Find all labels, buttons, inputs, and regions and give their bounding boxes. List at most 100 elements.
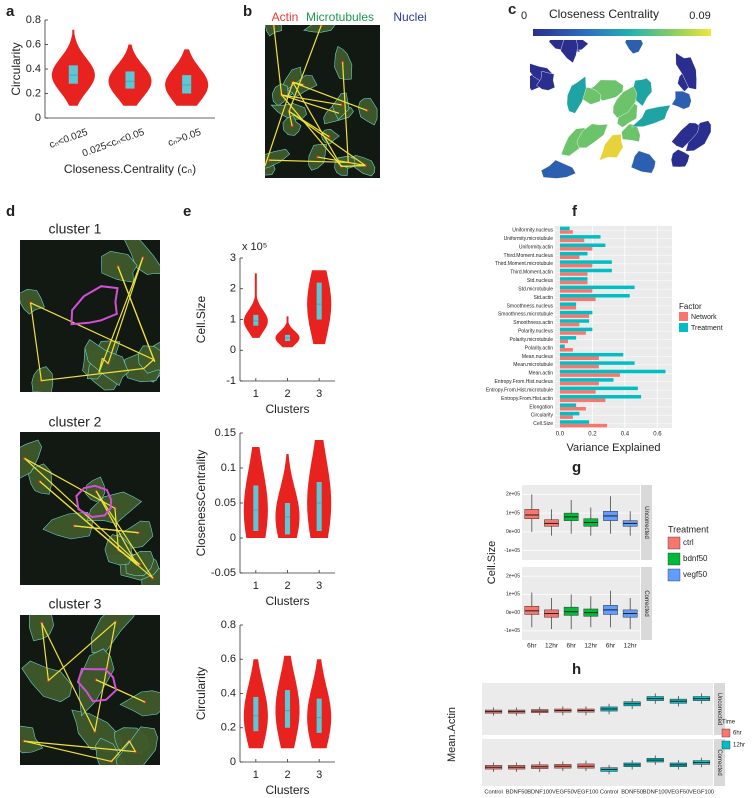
bar <box>559 411 580 416</box>
x-tick-label: VEGF50 <box>667 790 689 796</box>
network-edge <box>114 508 120 551</box>
x-tick-label: BDNF50 <box>506 790 528 796</box>
network-edge <box>98 257 144 374</box>
network-edge <box>273 25 283 96</box>
bar <box>559 364 599 369</box>
network-edge <box>143 359 155 369</box>
y-tick-label: 1e+05 <box>506 592 520 598</box>
cell <box>566 75 587 114</box>
x-tick-label: 3 <box>316 769 322 781</box>
legend-title: Factor <box>679 302 702 311</box>
cell <box>671 90 692 110</box>
box <box>68 65 78 84</box>
box <box>316 482 322 531</box>
facet-label: Uncorrected <box>643 506 649 539</box>
bar <box>559 314 590 318</box>
x-tick-label: Control <box>600 790 618 796</box>
bar <box>559 327 593 332</box>
channel-label: Microtubules <box>306 10 374 24</box>
network-edge <box>117 266 156 362</box>
bar <box>559 280 588 285</box>
cell <box>78 648 115 717</box>
y-tick-label: 0.05 <box>215 497 236 509</box>
y-tick-label: 0.6 <box>221 653 236 665</box>
legend-swatch <box>667 536 681 550</box>
x-tick-label: 12hr <box>624 643 638 650</box>
cell <box>671 122 700 149</box>
network-edge <box>41 367 144 382</box>
y-tick-label: Std.nucleus <box>527 278 554 284</box>
y-tick-label: Circularity <box>531 413 554 419</box>
x-tick-label: 2 <box>284 769 290 781</box>
network-edge <box>101 357 109 364</box>
y-tick-label: Entropy.From.Hist.nucleus <box>494 379 553 385</box>
y-axis-label: Cell.Size <box>194 296 208 344</box>
facet-strip <box>641 567 652 640</box>
bar <box>559 403 577 407</box>
panel-label: g <box>572 459 581 476</box>
image-title: cluster 3 <box>49 596 102 612</box>
bar <box>559 361 635 365</box>
y-tick-label: Entropy.From.Hist.microtubule <box>486 387 553 393</box>
y-tick-label: Smoothness.actin <box>513 320 553 326</box>
x-tick-label: VEGF100 <box>689 790 714 796</box>
bar <box>559 255 580 259</box>
cell <box>612 85 637 119</box>
bar <box>559 386 638 391</box>
network-edge <box>110 740 130 762</box>
bar <box>559 297 596 302</box>
box <box>524 509 540 519</box>
network-edge <box>107 257 144 364</box>
x-axis-label: Variance Explained <box>567 442 661 454</box>
y-tick-label: Cell.Size <box>533 421 553 427</box>
cell <box>265 148 291 169</box>
y-tick-label: Third.Moment.actin <box>510 270 553 276</box>
bar <box>559 230 573 234</box>
nucleus <box>136 531 140 535</box>
network-edge <box>341 164 366 168</box>
y-tick-label: 2e+05 <box>506 492 520 498</box>
channel-label: Nuclei <box>393 10 426 24</box>
bar <box>559 263 593 268</box>
axis-multiplier: x 10⁵ <box>242 241 267 253</box>
panel-label: h <box>572 661 581 678</box>
y-tick-label: 0.2 <box>221 722 236 734</box>
x-tick-label: BDNF100 <box>643 790 668 796</box>
x-tick-label: BDNF100 <box>527 790 552 796</box>
x-tick-label: 6hr <box>606 643 616 650</box>
bar <box>559 226 570 231</box>
y-tick-label: Smoothness.nucleus <box>507 303 554 309</box>
y-tick-label: -0.05 <box>211 567 236 579</box>
cell <box>115 726 158 765</box>
y-tick-label: -1e+05 <box>504 628 520 634</box>
network-edge <box>24 457 116 509</box>
network-edge <box>94 621 117 732</box>
facet-label: Corrected <box>643 590 649 616</box>
y-tick-label: Std.microtubule <box>518 286 553 292</box>
box <box>253 314 259 326</box>
network-edge <box>30 302 154 361</box>
bar <box>559 339 568 344</box>
bar <box>559 277 588 281</box>
bar <box>559 415 573 419</box>
x-tick-label: VEGF50 <box>552 790 574 796</box>
bar <box>559 302 577 306</box>
x-tick-label: Control <box>484 790 502 796</box>
x-tick-label: 2 <box>284 388 290 400</box>
cell <box>21 660 73 703</box>
network-edge <box>41 622 96 732</box>
network-edge <box>48 621 116 682</box>
y-axis-label: Cell.Size <box>486 541 498 584</box>
plot-background <box>482 739 713 786</box>
cell <box>536 70 556 91</box>
network-edge <box>41 622 50 681</box>
box <box>316 698 322 733</box>
panel-label: f <box>572 203 578 220</box>
bar <box>559 344 565 349</box>
facet-label: Corrected <box>716 749 722 775</box>
bar <box>559 420 590 424</box>
y-tick-label: Third.Moment.nucleus <box>504 253 554 259</box>
panel-label: d <box>6 203 15 220</box>
